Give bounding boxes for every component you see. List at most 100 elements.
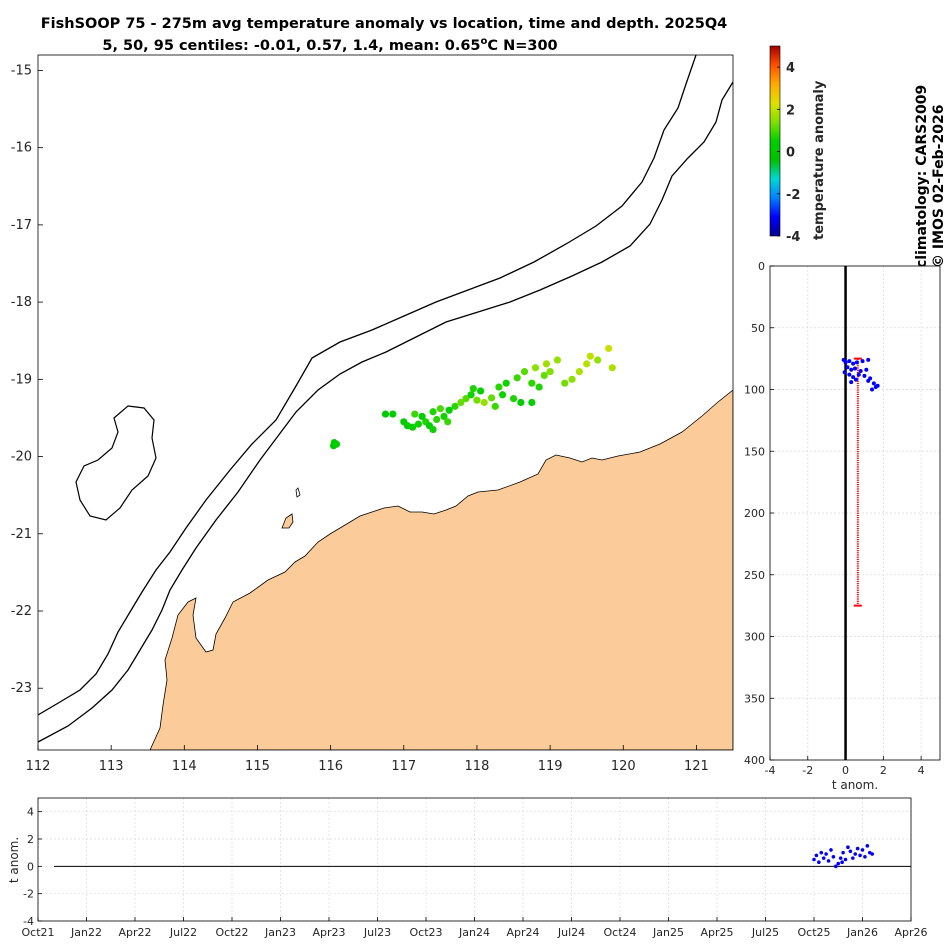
depth-y-tick-label: 400 xyxy=(744,754,765,767)
depth-point xyxy=(847,359,852,364)
map-y-tick-label: -22 xyxy=(11,604,32,619)
depth-x-tick-label: 2 xyxy=(880,764,887,777)
ts-y-tick-label: 0 xyxy=(27,860,34,873)
island-large xyxy=(75,405,157,521)
ts-x-tick-label: Oct23 xyxy=(409,926,442,939)
colorbar-tick-label: -4 xyxy=(786,230,800,245)
ts-data-points xyxy=(812,844,874,869)
map-x-tick-label: 115 xyxy=(245,759,270,774)
depth-point xyxy=(864,367,869,372)
depth-point xyxy=(853,366,857,371)
ts-point xyxy=(846,845,850,849)
ts-y-axis: 4 2 0 -2 -4 xyxy=(23,806,42,928)
ts-y-tick-label: -4 xyxy=(23,915,34,928)
ts-x-axis: Oct21 Jan22 Apr22 Jul22 Oct22 Jan23 Apr23 Jul23… xyxy=(21,917,928,939)
ts-point xyxy=(848,849,853,854)
map-point xyxy=(433,415,441,424)
depth-point xyxy=(862,373,867,378)
depth-point xyxy=(845,365,850,370)
map-point xyxy=(561,379,569,387)
ts-point xyxy=(824,852,828,856)
map-point xyxy=(436,405,444,413)
map-x-axis: 112 113 114 115 116 117 118 119 120 121 xyxy=(26,745,709,774)
ts-x-tick-label: Oct24 xyxy=(603,926,636,939)
time-series-panel: Oct21 Jan22 Apr22 Jul22 Oct22 Jan23 Apr23 Jul23… xyxy=(7,797,928,939)
depth-y-tick-label: 200 xyxy=(744,507,765,520)
ts-point xyxy=(814,853,819,858)
map-x-tick-label: 113 xyxy=(99,759,124,774)
ts-x-tick-label: Apr25 xyxy=(700,926,733,939)
ts-point xyxy=(870,852,874,856)
map-y-tick-label: -18 xyxy=(11,295,32,310)
map-x-tick-label: 116 xyxy=(318,759,343,774)
map-point xyxy=(528,398,536,407)
map-y-tick-label: -19 xyxy=(11,372,32,387)
map-point xyxy=(586,352,594,360)
depth-y-tick-label: 350 xyxy=(744,692,765,705)
land-mass xyxy=(149,389,733,750)
map-data-points xyxy=(329,344,616,450)
map-point xyxy=(429,425,437,434)
map-point xyxy=(498,391,507,399)
map-point xyxy=(440,412,448,420)
map-point xyxy=(568,375,576,383)
map-point xyxy=(445,406,453,414)
ts-point xyxy=(826,859,831,863)
map-point xyxy=(408,423,417,431)
map-point xyxy=(381,410,390,418)
map-x-tick-label: 120 xyxy=(611,759,636,774)
map-point xyxy=(495,383,503,391)
ts-x-tick-label: Jul22 xyxy=(169,926,197,939)
depth-x-tick-label: -4 xyxy=(765,764,776,777)
colorbar-tick-label: 4 xyxy=(786,61,795,76)
map-point xyxy=(480,398,488,407)
ts-y-tick-label: -2 xyxy=(23,888,34,901)
ts-x-tick-label: Apr26 xyxy=(894,926,927,939)
map-point xyxy=(473,396,481,404)
climatology-label: climatology: CARS2009 xyxy=(914,85,930,268)
ts-point xyxy=(836,861,841,866)
map-point xyxy=(477,387,485,395)
depth-y-tick-label: 50 xyxy=(751,322,765,335)
map-y-tick-label: -16 xyxy=(11,141,32,156)
map-point xyxy=(531,364,540,372)
map-y-tick-label: -17 xyxy=(11,218,32,233)
map-point xyxy=(583,360,591,368)
depth-point xyxy=(871,381,876,386)
depth-y-tick-label: 0 xyxy=(758,260,765,273)
depth-x-tick-label: 0 xyxy=(842,764,849,777)
ts-point xyxy=(817,860,821,865)
ts-x-tick-label: Apr22 xyxy=(118,926,151,939)
map-point xyxy=(487,394,496,402)
colorbar-tick-label: -2 xyxy=(786,188,800,203)
copyright-label: © IMOS 02-Feb-2026 xyxy=(931,105,947,268)
ts-point xyxy=(841,850,845,855)
ts-point xyxy=(860,848,865,852)
colorbar: 4 2 0 -2 -4 temperature anomaly xyxy=(769,45,827,245)
map-point xyxy=(546,368,554,376)
ts-point xyxy=(858,853,862,858)
colorbar-tick-label: 0 xyxy=(786,146,795,161)
depth-x-tick-label: 4 xyxy=(918,764,925,777)
ts-x-tick-label: Apr23 xyxy=(312,926,345,939)
map-point xyxy=(520,368,529,376)
depth-y-tick-label: 300 xyxy=(744,631,765,644)
ts-x-tick-label: Oct22 xyxy=(215,926,248,939)
ts-x-tick-label: Jul25 xyxy=(751,926,779,939)
ts-x-tick-label: Apr24 xyxy=(506,926,539,939)
ts-y-label: t anom. xyxy=(7,837,21,883)
depth-point xyxy=(875,383,880,388)
map-point xyxy=(542,360,551,368)
ts-x-tick-label: Jan25 xyxy=(652,926,684,939)
map-x-tick-label: 121 xyxy=(684,759,709,774)
depth-point xyxy=(866,357,871,362)
depth-point xyxy=(853,377,858,382)
depth-profile-panel: -4 -2 0 2 4 0 50 100 150 200 250 300 350 400 t anom. xyxy=(744,260,941,792)
map-point xyxy=(509,395,518,403)
depth-x-axis: -4 -2 0 2 4 xyxy=(765,756,925,777)
map-panel: 112 113 114 115 116 117 118 119 120 121 -15 -16 -17… xyxy=(11,54,734,774)
map-y-tick-label: -23 xyxy=(11,681,32,696)
depth-y-tick-label: 100 xyxy=(744,384,765,397)
map-x-tick-label: 119 xyxy=(538,759,563,774)
depth-point xyxy=(851,375,856,380)
